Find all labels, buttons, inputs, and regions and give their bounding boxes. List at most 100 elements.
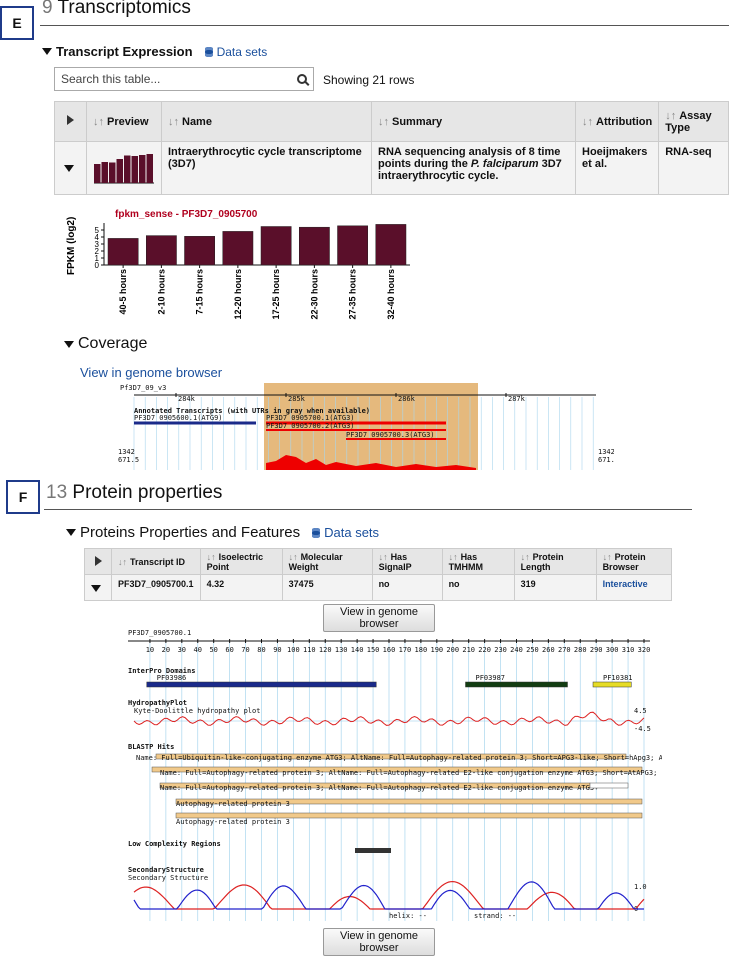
collapse-row-icon[interactable] <box>63 164 74 172</box>
col-protein-browser[interactable]: ↓↑ Protein Browser <box>595 548 673 575</box>
view-genome-browser-button-bottom[interactable]: View in genome browser <box>323 928 435 956</box>
view-genome-browser-link[interactable]: View in genome browser <box>80 365 223 380</box>
col-isoelectric-point[interactable]: ↓↑ Isoelectric Point <box>199 548 283 575</box>
thumb-bar <box>131 155 138 183</box>
collapse-triangle-icon[interactable] <box>42 48 52 55</box>
cell-isoelectric-point: 4.32 <box>199 574 283 601</box>
coverage-header[interactable]: Coverage <box>64 335 147 353</box>
col-protein-length[interactable]: ↓↑ Protein Length <box>513 548 597 575</box>
ruler-label: 30 <box>178 646 186 654</box>
collapse-triangle-icon[interactable] <box>64 340 74 348</box>
y-tick-label: 4 <box>95 233 100 242</box>
domain-bar <box>146 681 377 688</box>
chart-ylabel: FPKM (log2) <box>66 217 77 275</box>
search-input[interactable]: Search this table... <box>54 67 314 91</box>
ruler-label: 210 <box>462 646 475 654</box>
ruler-label: 130 <box>335 646 348 654</box>
col-attribution[interactable]: ↓↑ Attribution <box>574 101 660 142</box>
col-assay-type[interactable]: ↓↑ Assay Type <box>658 101 729 142</box>
collapse-row-icon[interactable] <box>91 584 101 592</box>
blast-title: BLASTP Hits <box>128 743 174 751</box>
highlight-region <box>264 383 478 470</box>
row-name: Intraerythrocytic cycle transcriptome (3… <box>161 141 372 195</box>
hydropathy-subtitle: Kyte-Doolittle hydropathy plot <box>134 707 260 715</box>
coverage-title: Coverage <box>78 335 148 352</box>
thumb-bar <box>146 153 153 183</box>
secstruct-title: SecondaryStructure <box>128 866 204 874</box>
section-number: 9 <box>42 0 53 18</box>
scale-top-right: 1342 <box>598 448 614 456</box>
hydro-bottom: -4.5 <box>634 725 651 733</box>
domain-label: PF03986 <box>157 674 187 682</box>
blast-hit-bar <box>175 812 643 819</box>
strand-legend: strand: -- <box>474 912 516 920</box>
ruler-label: 310 <box>622 646 635 654</box>
track-title: Annotated Transcripts (with UTRs in gray… <box>134 407 370 415</box>
cell-has-tmhmm: no <box>441 574 515 601</box>
bar <box>107 238 139 266</box>
ruler-label: 190 <box>430 646 443 654</box>
transcript-label: PF3D7_0905700.1(ATG3) <box>266 414 355 422</box>
col-has-signalp[interactable]: ↓↑ Has SignalP <box>371 548 443 575</box>
blast-hit-label: Autophagy-related protein 3 <box>176 818 290 826</box>
view-genome-browser-button-top[interactable]: View in genome browser <box>323 604 435 632</box>
transcript-label: PF3D7_0905700.3(ATG3) <box>346 431 435 439</box>
protein-table: ↓↑ Transcript ID ↓↑ Isoelectric Point ↓↑ Mo… <box>84 548 673 601</box>
protein-browser-image[interactable]: PF3D7_0905700.1 10 20 30 40 50 60 70 80 90 100 110… <box>114 621 662 927</box>
ruler-label: 200 <box>446 646 459 654</box>
interactive-link[interactable]: Interactive <box>595 574 673 601</box>
row-count: Showing 21 rows <box>323 73 415 87</box>
ruler-label: 100 <box>287 646 300 654</box>
col-transcript-id[interactable]: ↓↑ Transcript ID <box>111 548 201 575</box>
transcript-expression-header[interactable]: Transcript Expression Data sets <box>42 44 267 59</box>
col-preview[interactable]: ↓↑ Preview <box>86 101 162 142</box>
search-icon[interactable] <box>297 74 307 84</box>
panel-f-label: F <box>6 480 40 514</box>
expand-all-icon[interactable] <box>67 115 74 125</box>
ruler-label: 70 <box>241 646 249 654</box>
bar <box>146 235 177 266</box>
coverage-track <box>266 455 476 470</box>
strand-line <box>133 881 644 910</box>
thumb-bar <box>101 161 108 183</box>
chrom-label: Pf3D7_09_v3 <box>120 384 166 392</box>
panel-e-label: E <box>0 6 34 40</box>
collapse-triangle-icon[interactable] <box>66 529 76 536</box>
col-molecular-weight[interactable]: ↓↑ Molecular Weight <box>281 548 373 575</box>
search-placeholder: Search this table... <box>61 72 161 86</box>
proteins-properties-header[interactable]: Proteins Properties and Features Data se… <box>66 524 379 541</box>
hydro-top: 4.5 <box>634 707 647 715</box>
expand-all-icon[interactable] <box>94 555 102 566</box>
x-tick-label: 40-5 hours <box>118 269 128 315</box>
domain-bar <box>592 681 632 688</box>
col-name[interactable]: ↓↑ Name <box>161 101 372 142</box>
preview-thumbnail[interactable] <box>86 141 162 195</box>
scale-mid-right: 671.5 <box>598 456 614 464</box>
ruler-label: 110 <box>303 646 316 654</box>
table-row[interactable]: Intraerythrocytic cycle transcriptome (3… <box>54 141 729 195</box>
blast-hit-bar <box>155 753 627 760</box>
x-tick-label: 32-40 hours <box>386 269 396 320</box>
section-divider <box>40 25 729 26</box>
row-summary: RNA sequencing analysis of 8 time points… <box>371 141 576 195</box>
bar <box>260 226 292 266</box>
blast-hit-label: Autophagy-related protein 3 <box>176 800 290 808</box>
table-row[interactable]: PF3D7_0905700.1 4.32 37475 no no 319 Int… <box>84 574 673 601</box>
y-tick-label: 2 <box>95 247 100 256</box>
datasets-link[interactable]: Data sets <box>204 45 267 59</box>
ruler-label: 170 <box>399 646 412 654</box>
datasets-link[interactable]: Data sets <box>312 525 379 540</box>
col-has-tmhmm[interactable]: ↓↑ Has TMHMM <box>441 548 515 575</box>
ruler-label: 140 <box>351 646 364 654</box>
transcript-label: PF3D7_0905600.1(ATG9) <box>134 414 223 422</box>
ruler-label: 40 <box>194 646 202 654</box>
section-title-transcriptomics: 9 Transcriptomics <box>42 0 191 19</box>
genome-browser-image[interactable]: Pf3D7_09_v3 284k285k286k287k288k Annotat… <box>116 383 614 470</box>
cell-molecular-weight: 37475 <box>281 574 373 601</box>
bar <box>184 236 215 266</box>
col-summary[interactable]: ↓↑ Summary <box>371 101 576 142</box>
ruler-label: 160 <box>383 646 396 654</box>
thumb-bar <box>116 158 123 183</box>
row-assay: RNA-seq <box>658 141 729 195</box>
cell-has-signalp: no <box>371 574 443 601</box>
